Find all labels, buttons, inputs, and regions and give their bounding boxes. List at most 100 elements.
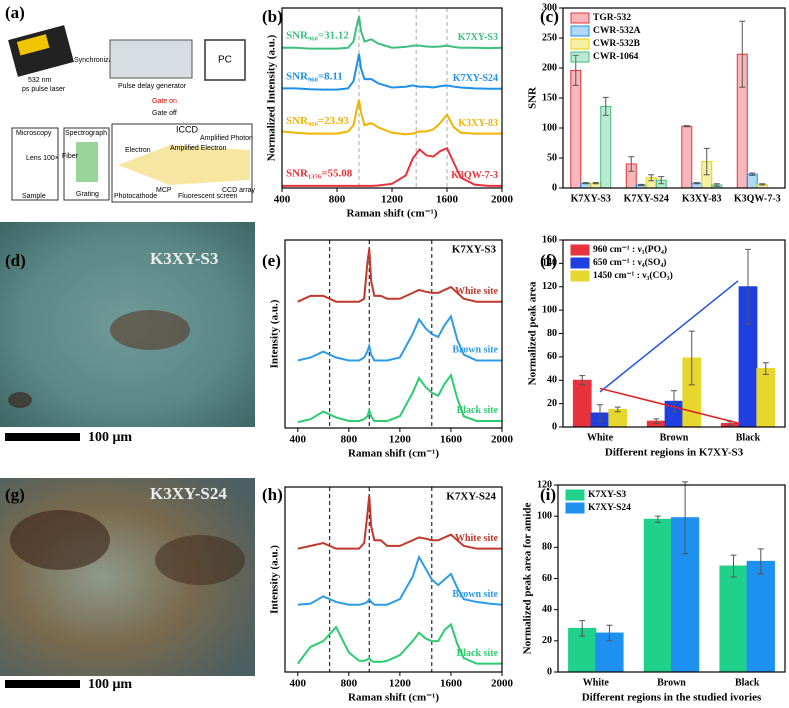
y-tick-label: 120	[537, 479, 552, 490]
error-bar	[730, 554, 737, 578]
y-axis-label: Normalized Intensity (a.u.)	[266, 34, 278, 161]
x-tick-label: Black	[736, 432, 761, 443]
legend-swatch	[570, 270, 590, 282]
series-label: Black site	[457, 648, 499, 659]
y-tick-label: 20	[547, 398, 557, 409]
error-bar	[671, 390, 677, 413]
series-label: Brown site	[452, 345, 498, 356]
x-tick-label: 800	[329, 194, 346, 206]
annotation: SNR₁₃₇₆=55.08	[286, 167, 353, 179]
box	[11, 127, 59, 201]
series-label: White site	[455, 533, 499, 544]
scale-label: 100 μm	[88, 430, 132, 445]
series-label: K3XY-83	[458, 118, 498, 129]
error-bar	[688, 330, 695, 386]
x-tick-label: 400	[290, 678, 307, 690]
spectrum-line	[297, 495, 502, 550]
x-axis-label: Different regions in the studied ivories	[582, 692, 762, 703]
y-tick-label: 40	[547, 375, 557, 386]
y-tick-label: 60	[547, 351, 557, 362]
panel-label: (f)	[540, 251, 557, 270]
spectrum-line	[296, 622, 502, 665]
series-label: K7XY-S3	[458, 32, 498, 43]
panel-label: (c)	[540, 7, 559, 26]
x-tick-label: 1200	[389, 434, 412, 446]
legend-swatch	[570, 257, 590, 269]
legend-label: 1450 cm⁻¹ : ν₃(CO₃)	[593, 270, 673, 281]
x-tick-label: Brown	[657, 677, 686, 688]
image-label: K3XY-S24	[150, 484, 227, 503]
error-bar	[682, 481, 689, 555]
spectrum-line	[282, 53, 502, 91]
x-tick-label: K7XY-S24	[624, 193, 669, 204]
label: Fluorescent screen	[178, 193, 238, 200]
bar	[643, 518, 673, 673]
spectrum-line	[281, 99, 502, 136]
spectrum-line	[297, 314, 502, 362]
x-tick-label: K3XY-83	[682, 193, 722, 204]
plot-frame	[562, 239, 786, 428]
setup-diagram: 532 nm ps pulse laser Synchronization pu…	[8, 25, 256, 203]
series-label: White site	[455, 286, 499, 297]
error-bar	[572, 54, 579, 86]
label: Fiber	[62, 153, 79, 160]
y-tick-label: 60	[542, 573, 552, 584]
spectrum-line	[282, 146, 502, 187]
plot-frame	[284, 239, 503, 429]
legend-label: 960 cm⁻¹ : ν₁(PO₄)	[593, 244, 667, 255]
error-bar	[749, 172, 756, 176]
label: Amplified Electron	[170, 145, 227, 152]
x-tick-label: Brown	[660, 432, 689, 443]
x-tick-label: K7XY-S3	[571, 193, 611, 204]
spectrum-line	[297, 248, 502, 303]
stain	[155, 535, 245, 585]
panel-label: (i)	[540, 485, 556, 504]
scale-bar	[5, 680, 80, 688]
y-tick-label: 200	[542, 62, 557, 73]
laser-label	[16, 34, 50, 56]
trend-arrow	[599, 387, 741, 425]
legend-swatch	[570, 12, 590, 24]
scale-label: 100 μm	[88, 677, 132, 692]
series-label: K7XY-S24	[453, 73, 498, 84]
panel-label: (a)	[5, 3, 25, 22]
x-tick-label: K3QW-7-3	[734, 193, 781, 204]
legend-label: CWR-532A	[593, 26, 641, 36]
x-tick-label: 400	[274, 194, 291, 206]
x-axis-label: Raman shift (cm⁻¹)	[348, 692, 439, 703]
y-tick-label: 0	[552, 182, 557, 193]
x-tick-label: 1200	[389, 678, 412, 690]
label: Lens 100×	[26, 155, 59, 162]
x-tick-label: 2000	[491, 434, 514, 446]
y-tick-label: 160	[542, 234, 557, 245]
error-bar	[703, 147, 710, 176]
bar	[719, 565, 748, 673]
error-bar	[745, 248, 751, 325]
x-axis-label: Raman shift (cm⁻¹)	[348, 448, 439, 460]
box	[111, 123, 253, 203]
label: Microscopy	[16, 130, 52, 137]
label: Pulse delay generator	[118, 83, 187, 90]
y-tick-label: 0	[547, 666, 552, 677]
bar	[572, 379, 592, 428]
x-tick-label: 2000	[491, 194, 514, 206]
label: PC	[218, 55, 232, 66]
x-axis-label: Raman shift (cm⁻¹)	[347, 208, 438, 220]
error-bar	[606, 624, 613, 642]
label: Photocathode	[114, 193, 157, 200]
series-label: Black site	[457, 405, 499, 416]
y-tick-label: 150	[542, 92, 557, 103]
error-bar	[597, 404, 603, 422]
y-tick-label: 100	[542, 304, 557, 315]
error-bar	[713, 183, 720, 187]
error-bar	[582, 182, 589, 185]
bar	[570, 69, 582, 189]
x-tick-label: 1600	[440, 678, 463, 690]
y-tick-label: 100	[542, 122, 557, 133]
legend-swatch	[565, 502, 585, 514]
x-tick-label: White	[583, 677, 610, 688]
y-tick-label: 140	[542, 258, 557, 269]
legend-swatch	[570, 51, 590, 63]
error-bar	[592, 182, 599, 185]
x-tick-label: 800	[341, 434, 358, 446]
